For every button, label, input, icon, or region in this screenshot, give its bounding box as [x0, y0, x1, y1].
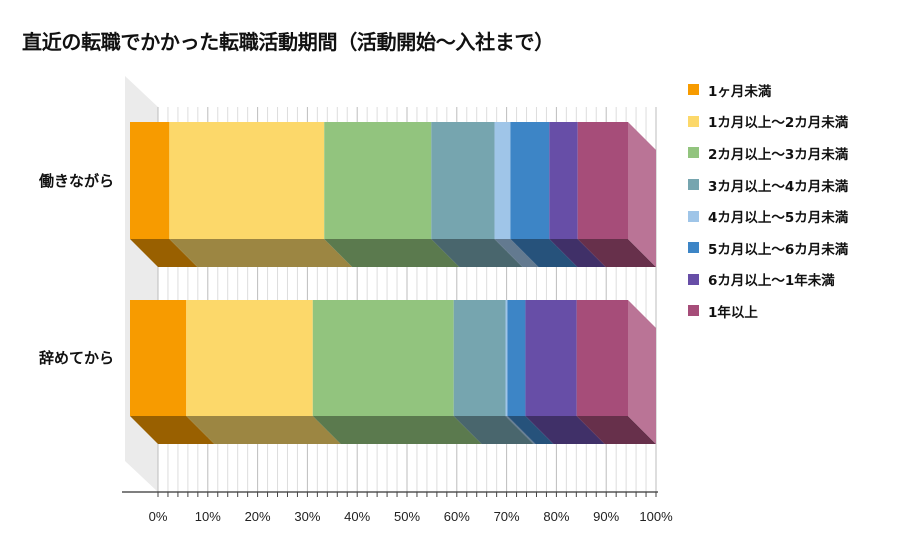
x-tick-label: 100%: [639, 509, 673, 524]
bar-segment: [577, 122, 628, 239]
bar-bottom-face: [525, 416, 605, 444]
legend-swatch: [688, 179, 699, 191]
bar-bottom-face: [312, 416, 482, 444]
category-label: 辞めてから: [38, 349, 114, 367]
bar-bottom-face: [186, 416, 341, 444]
bar-segment: [549, 122, 578, 239]
chart-title: 直近の転職でかかった転職活動期間（活動開始～入社まで）: [22, 30, 554, 54]
legend-label: 5カ月以上～6カ月未満: [708, 241, 849, 258]
legend-item: 1年以上: [688, 295, 848, 327]
legend-item: 3カ月以上～4カ月未満: [688, 169, 848, 201]
legend-swatch: [688, 115, 699, 127]
bar-bottom-face: [169, 239, 353, 267]
legend-swatch: [688, 305, 699, 317]
bar-segment: [525, 300, 577, 416]
bar-segment: [494, 122, 511, 239]
bar-segment: [453, 300, 506, 416]
bar-end-face: [628, 122, 656, 267]
x-tick-label: 30%: [294, 509, 320, 524]
bar-segment: [510, 122, 550, 239]
legend-label: 1ヶ月未満: [708, 83, 772, 100]
x-tick-label: 20%: [245, 509, 271, 524]
bar-bottom-face: [507, 416, 554, 444]
legend-label: 1年以上: [708, 304, 758, 321]
legend-swatch: [688, 84, 699, 96]
x-tick-label: 0%: [149, 509, 168, 524]
bar-segment: [431, 122, 495, 239]
legend-label: 6カ月以上～1年未満: [708, 273, 835, 290]
bar-segment: [507, 300, 526, 416]
legend-label: 3カ月以上～4カ月未満: [708, 178, 849, 195]
legend-label: 1カ月以上～2カ月未満: [708, 115, 849, 132]
legend-item: 1カ月以上～2カ月未満: [688, 106, 848, 138]
bar-segment: [505, 300, 508, 416]
x-tick-label: 80%: [543, 509, 569, 524]
bar-bottom-face: [577, 239, 656, 267]
bar-segment: [312, 300, 454, 416]
x-tick-label: 90%: [593, 509, 619, 524]
bar-segment: [130, 122, 170, 239]
x-tick-label: 10%: [195, 509, 221, 524]
legend-swatch: [688, 210, 699, 222]
bar-bottom-face: [453, 416, 534, 444]
bar-bottom-face: [549, 239, 606, 267]
bar-bottom-face: [494, 239, 539, 267]
x-tick-label: 50%: [394, 509, 420, 524]
bar-segment: [324, 122, 432, 239]
x-tick-label: 60%: [444, 509, 470, 524]
category-label: 働きながら: [38, 172, 114, 190]
legend-item: 5カ月以上～6カ月未満: [688, 232, 848, 264]
legend-swatch: [688, 273, 699, 285]
bar-segment: [130, 300, 187, 416]
x-tick-label: 40%: [344, 509, 370, 524]
bar-bottom-face: [505, 416, 536, 444]
bar-bottom-face: [324, 239, 460, 267]
bar-segment: [186, 300, 313, 416]
legend-swatch: [688, 242, 699, 254]
legend-label: 2カ月以上～3カ月未満: [708, 146, 849, 163]
legend-label: 4カ月以上～5カ月未満: [708, 210, 849, 227]
legend-item: 2カ月以上～3カ月未満: [688, 137, 848, 169]
bar-bottom-face: [576, 416, 656, 444]
bar-segment: [576, 300, 628, 416]
bar-bottom-face: [510, 239, 578, 267]
bar-bottom-face: [431, 239, 523, 267]
legend-item: 1ヶ月未満: [688, 74, 848, 106]
legend-swatch: [688, 147, 699, 159]
bar-segment: [169, 122, 325, 239]
legend-item: 4カ月以上～5カ月未満: [688, 200, 848, 232]
legend-item: 6カ月以上～1年未満: [688, 264, 848, 296]
bar-bottom-face: [130, 239, 198, 267]
x-tick-label: 70%: [494, 509, 520, 524]
legend: 1ヶ月未満 1カ月以上～2カ月未満 2カ月以上～3カ月未満 3カ月以上～4カ月未満 4カ…: [688, 74, 848, 327]
bar-end-face: [628, 300, 656, 444]
bar-bottom-face: [130, 416, 215, 444]
